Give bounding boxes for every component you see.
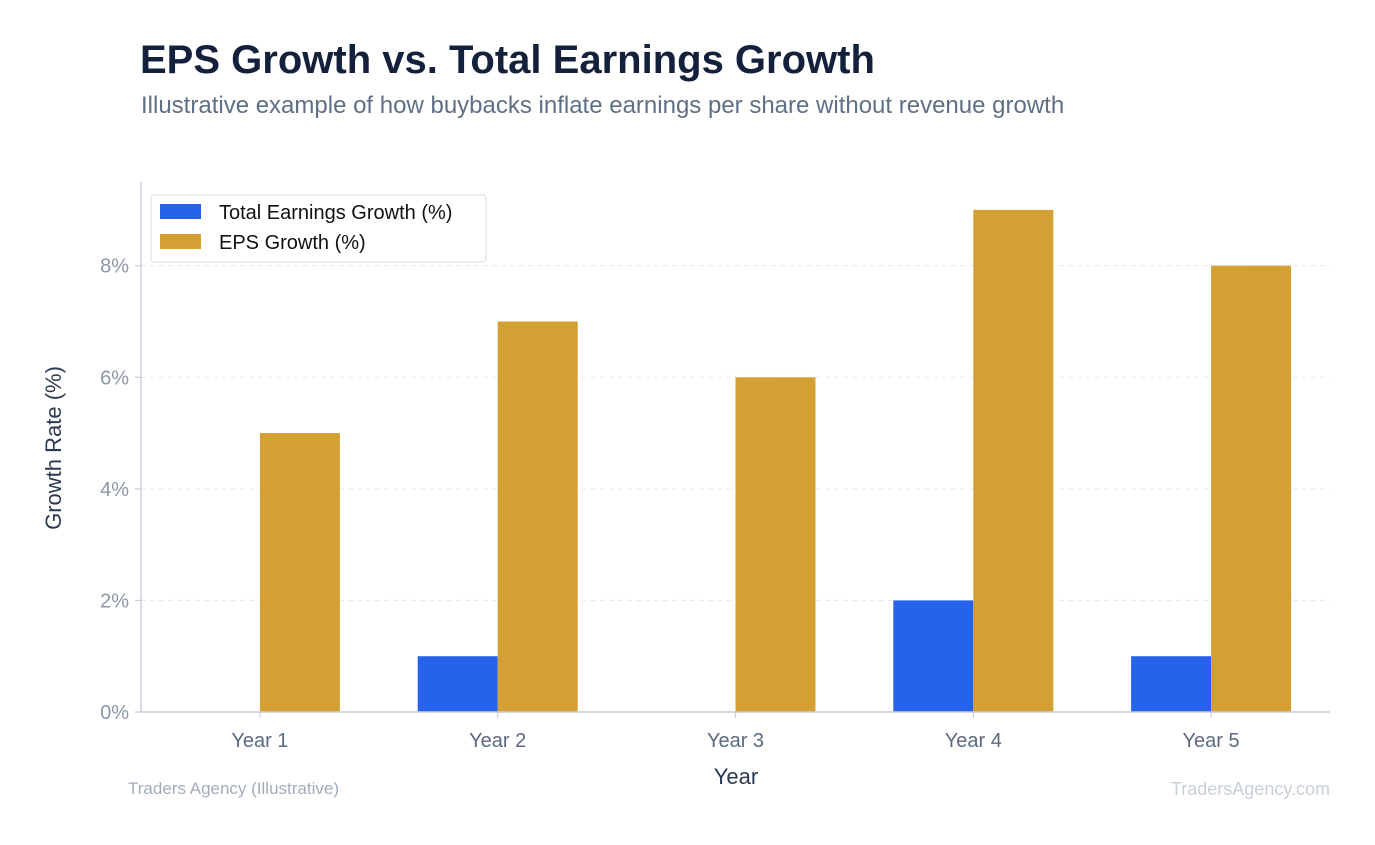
y-axis-title: Growth Rate (%) bbox=[41, 366, 66, 530]
axes bbox=[135, 182, 1330, 718]
bar-eps-5 bbox=[1211, 265, 1292, 712]
y-tick-labels: 0% 2% 4% 6% 8% bbox=[100, 256, 129, 724]
x-tick-label: Year 5 bbox=[1183, 730, 1240, 752]
bar-total-earnings-2 bbox=[417, 656, 498, 712]
legend-box bbox=[150, 194, 487, 263]
chart-subtitle: Illustrative example of how buybacks inf… bbox=[141, 92, 1065, 119]
legend-swatch-eps bbox=[160, 234, 201, 249]
x-tick-label: Year 4 bbox=[945, 730, 1002, 752]
legend: Total Earnings Growth (%) EPS Growth (%) bbox=[150, 194, 487, 263]
legend-label-total-earnings: Total Earnings Growth (%) bbox=[219, 202, 452, 224]
legend-swatch-total-earnings bbox=[160, 204, 201, 219]
x-tick-label: Year 3 bbox=[707, 730, 764, 752]
x-tick-label: Year 1 bbox=[231, 730, 288, 752]
x-tick-labels: Year 1 Year 2 Year 3 Year 4 Year 5 bbox=[231, 730, 1239, 752]
chart-title: EPS Growth vs. Total Earnings Growth bbox=[140, 38, 875, 82]
bar-eps-3 bbox=[735, 377, 816, 712]
bar-total-earnings-5 bbox=[1131, 656, 1212, 712]
x-axis-title: Year bbox=[714, 764, 758, 789]
watermark: TradersAgency.com bbox=[1170, 779, 1330, 799]
y-tick-label: 0% bbox=[100, 702, 129, 724]
y-tick-label: 4% bbox=[100, 479, 129, 501]
bars bbox=[259, 209, 1292, 713]
bar-eps-1 bbox=[259, 433, 340, 712]
source-note: Traders Agency (Illustrative) bbox=[128, 779, 339, 798]
bar-eps-2 bbox=[497, 321, 578, 712]
y-tick-label: 8% bbox=[100, 256, 129, 278]
bar-eps-4 bbox=[973, 209, 1054, 713]
bar-total-earnings-4 bbox=[893, 600, 974, 712]
y-tick-label: 2% bbox=[100, 590, 129, 612]
y-tick-label: 6% bbox=[100, 367, 129, 389]
x-tick-label: Year 2 bbox=[469, 730, 526, 752]
legend-label-eps: EPS Growth (%) bbox=[219, 232, 366, 254]
